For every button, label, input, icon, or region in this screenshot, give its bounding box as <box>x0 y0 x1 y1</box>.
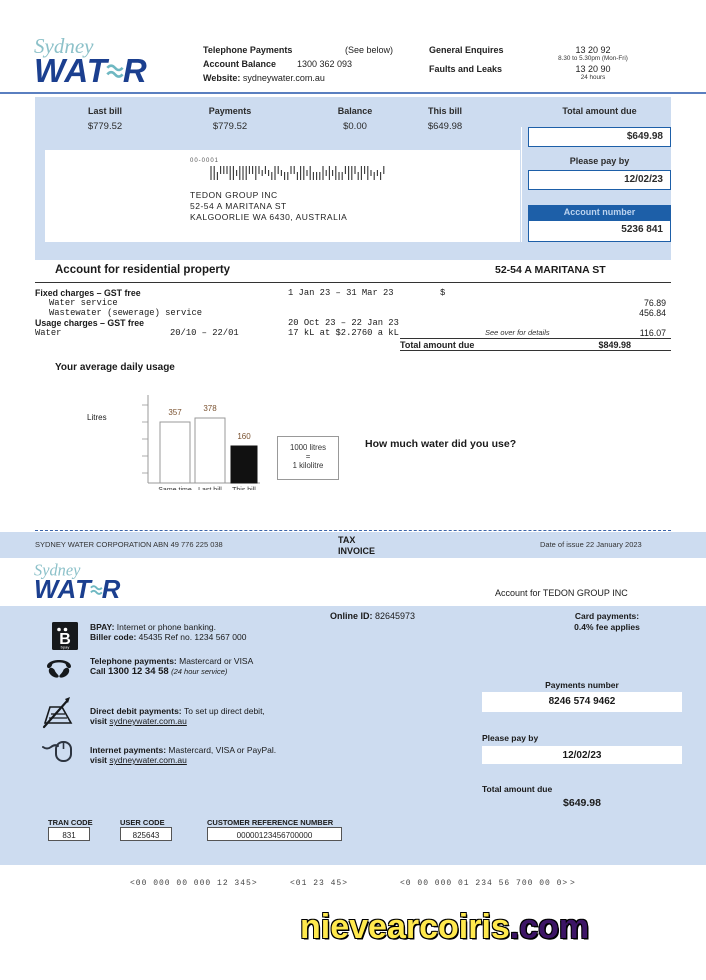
svg-text:bpay: bpay <box>61 645 70 650</box>
svg-text:378: 378 <box>203 404 217 413</box>
svg-text:160: 160 <box>237 432 251 441</box>
svg-text:This bill: This bill <box>232 487 256 490</box>
svg-text:Last bill: Last bill <box>198 487 222 490</box>
svg-text:357: 357 <box>168 408 182 417</box>
svg-text:Same time: Same time <box>158 487 192 490</box>
